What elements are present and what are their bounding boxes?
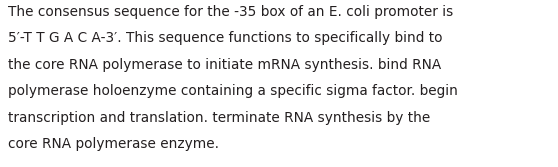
Text: The consensus sequence for the -35 box of an E. coli promoter is: The consensus sequence for the -35 box o… [8,5,454,19]
Text: polymerase holoenzyme containing a specific sigma factor. begin: polymerase holoenzyme containing a speci… [8,84,458,98]
Text: 5′-T T G A C A-3′. This sequence functions to specifically bind to: 5′-T T G A C A-3′. This sequence functio… [8,31,443,45]
Text: core RNA polymerase enzyme.: core RNA polymerase enzyme. [8,137,219,151]
Text: the core RNA polymerase to initiate mRNA synthesis. bind RNA: the core RNA polymerase to initiate mRNA… [8,58,441,72]
Text: transcription and translation. terminate RNA synthesis by the: transcription and translation. terminate… [8,111,431,125]
